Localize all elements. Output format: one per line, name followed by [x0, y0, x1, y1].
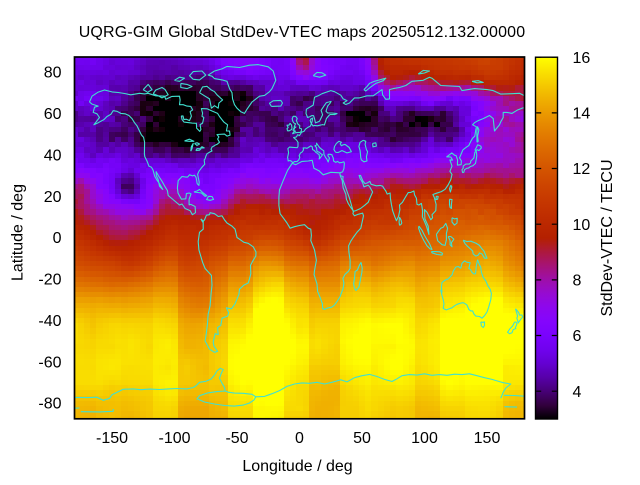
svg-text:-150: -150	[96, 430, 128, 447]
svg-text:12: 12	[573, 161, 591, 178]
svg-text:-80: -80	[38, 396, 61, 413]
svg-text:40: 40	[44, 148, 62, 165]
svg-text:-100: -100	[158, 430, 190, 447]
svg-text:80: 80	[44, 65, 62, 82]
svg-text:StdDev-VTEC / TECU: StdDev-VTEC / TECU	[599, 159, 616, 316]
svg-text:0: 0	[53, 230, 62, 247]
svg-text:16: 16	[573, 50, 591, 67]
svg-text:0: 0	[295, 430, 304, 447]
svg-text:-40: -40	[38, 313, 61, 330]
svg-text:14: 14	[573, 106, 591, 123]
svg-text:150: 150	[474, 430, 501, 447]
svg-text:10: 10	[573, 217, 591, 234]
svg-text:20: 20	[44, 189, 62, 206]
svg-text:60: 60	[44, 106, 62, 123]
svg-text:4: 4	[573, 384, 582, 401]
svg-text:-60: -60	[38, 354, 61, 371]
svg-text:100: 100	[411, 430, 438, 447]
svg-text:Latitude / deg: Latitude / deg	[10, 184, 27, 281]
svg-text:-20: -20	[38, 272, 61, 289]
svg-text:50: 50	[353, 430, 371, 447]
svg-text:8: 8	[573, 273, 582, 290]
svg-text:-50: -50	[225, 430, 248, 447]
svg-text:6: 6	[573, 328, 582, 345]
svg-text:UQRG-GIM Global StdDev-VTEC ma: UQRG-GIM Global StdDev-VTEC maps 2025051…	[79, 24, 526, 41]
svg-text:Longitude / deg: Longitude / deg	[242, 458, 352, 475]
